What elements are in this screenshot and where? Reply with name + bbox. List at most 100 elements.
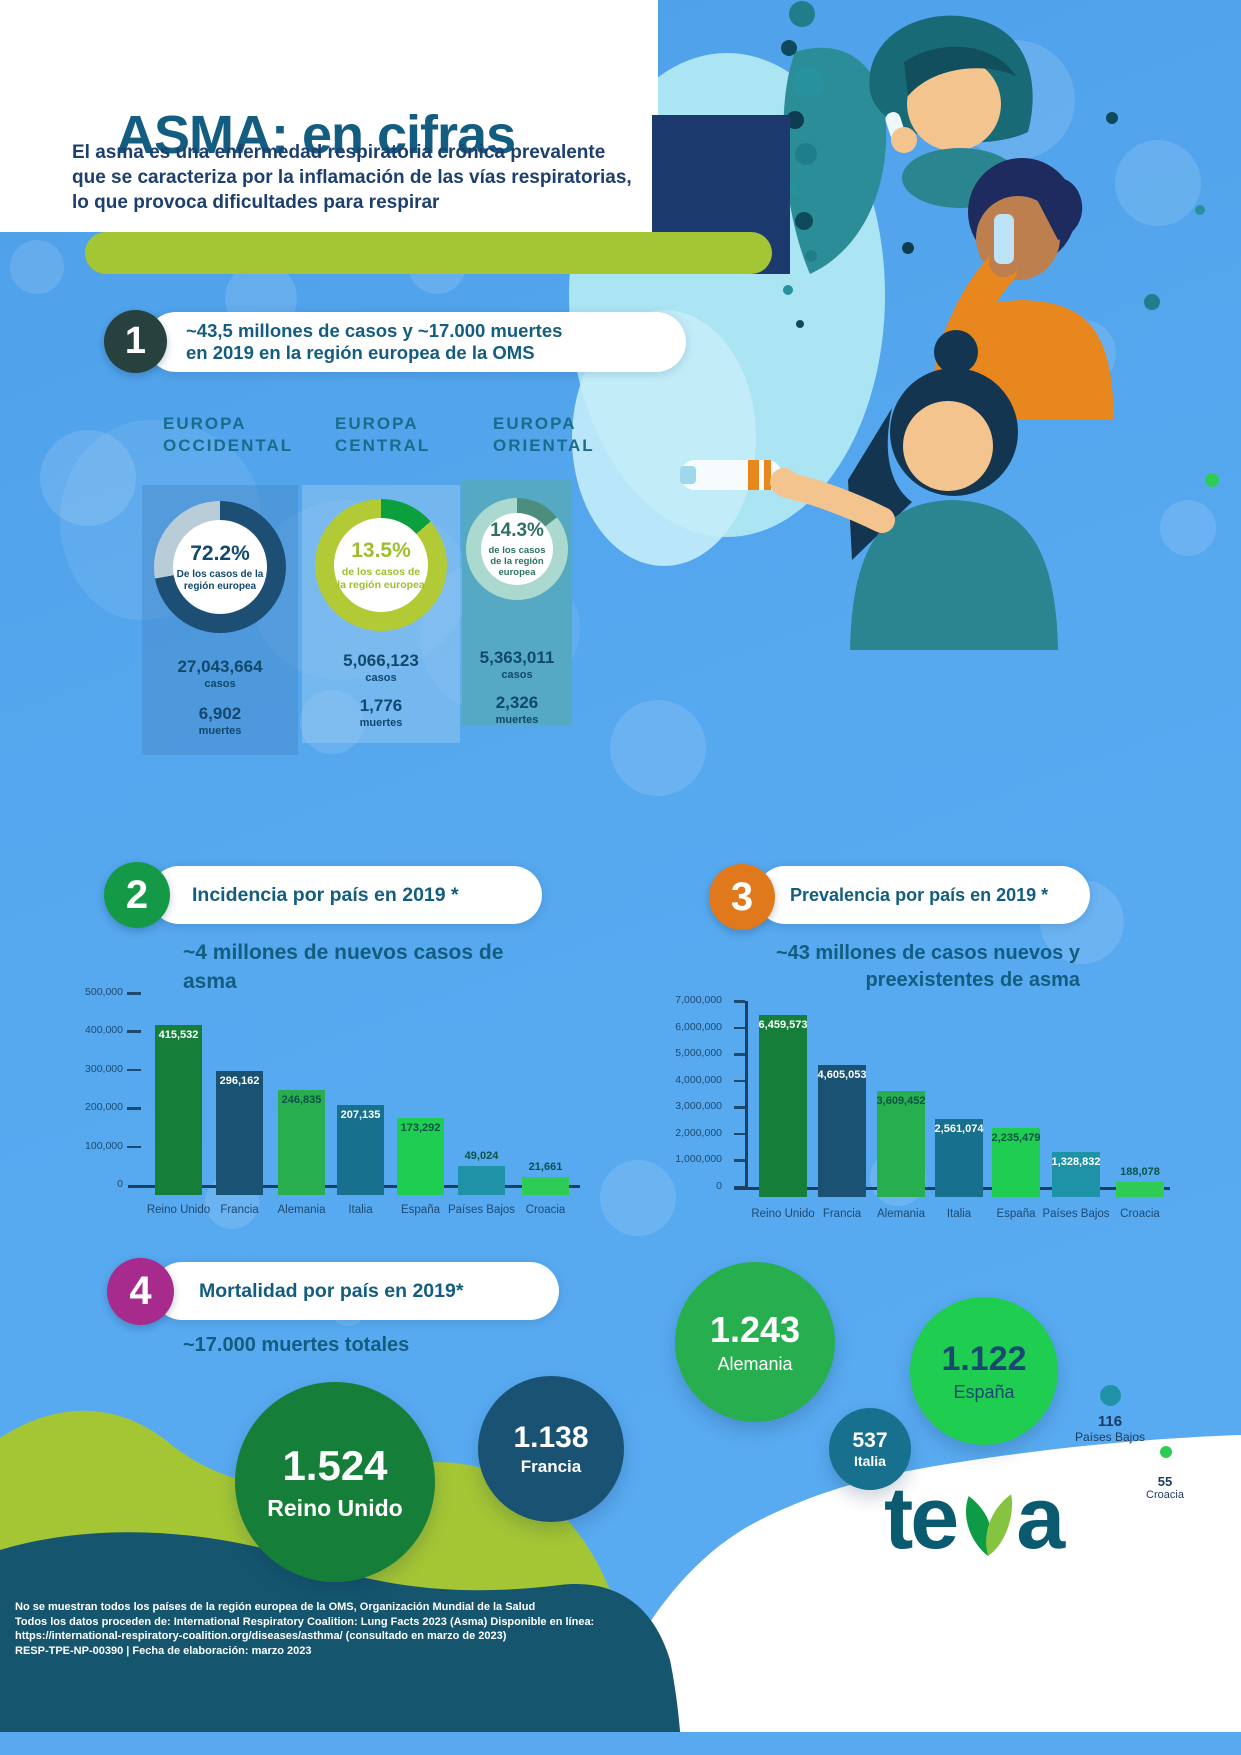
footer-waves xyxy=(0,1410,1241,1755)
deaths-stat: 6,902 muertes xyxy=(198,704,242,737)
y-axis-label: 5,000,000 xyxy=(675,1047,722,1060)
region-panel-central: 13.5% de los casos de la región europea … xyxy=(302,485,460,743)
mortality-bubble-espana: 1.122 España xyxy=(910,1297,1058,1445)
person-woman-bun xyxy=(680,330,1058,650)
bar-value-label: 296,162 xyxy=(219,1075,260,1088)
cases-stat: 27,043,664 casos xyxy=(177,657,263,690)
y-axis-label: 7,000,000 xyxy=(675,994,722,1006)
x-axis-label: Países Bajos xyxy=(447,1204,516,1216)
inhaler-icon xyxy=(680,460,782,490)
y-axis-label: 0 xyxy=(117,1178,123,1190)
y-axis-label: 2,000,000 xyxy=(675,1126,722,1139)
decorative-green-bar xyxy=(85,232,772,274)
white-wave xyxy=(590,1435,1241,1755)
footnote: No se muestran todos los países de la re… xyxy=(15,1601,595,1657)
bar-Países Bajos xyxy=(458,1166,505,1195)
y-axis-tick xyxy=(127,1030,141,1033)
bar-value-label: 3,609,452 xyxy=(876,1095,926,1108)
bar-value-label: 173,292 xyxy=(400,1122,441,1135)
x-axis-label: Países Bajos xyxy=(1042,1208,1110,1220)
y-axis-tick xyxy=(127,992,141,995)
person-woman-teal-hair xyxy=(869,15,1033,208)
prevalence-bar-chart: 7,000,000 6,000,000 5,000,000 4,000,000 3,00… xyxy=(640,994,1200,1245)
bar-Francia xyxy=(818,1064,866,1197)
x-axis-label: Alemania xyxy=(277,1204,326,1216)
bar-Reino Unido xyxy=(759,1015,807,1197)
mortality-caption-croacia: 55 Croacia xyxy=(1146,1474,1184,1501)
section-4-subtitle: ~17.000 muertes totales xyxy=(183,1334,410,1356)
section-2-number-badge: 2 xyxy=(104,862,170,928)
bar-España xyxy=(397,1118,444,1195)
bar-value-label: 188,078 xyxy=(1120,1166,1160,1178)
region-panel-oriental: 14.3% de los casos de la región europea … xyxy=(462,480,572,726)
cases-stat: 5,363,011 casos xyxy=(479,648,555,681)
bar-Croacia xyxy=(1116,1182,1164,1197)
bar-value-label: 21,661 xyxy=(528,1160,563,1173)
header-background xyxy=(0,0,658,232)
y-axis-tick xyxy=(734,1106,745,1109)
inhaler-icon xyxy=(994,214,1014,264)
teva-leaf-icon xyxy=(966,1494,1013,1556)
y-axis-line xyxy=(745,1001,748,1187)
page-title: ASMA: en cifras xyxy=(116,105,516,166)
bar-Alemania xyxy=(278,1090,325,1195)
y-axis-label: 500,000 xyxy=(85,986,123,998)
x-axis-label: Italia xyxy=(348,1204,373,1216)
mortality-bubble-reino-unido: 1.524 Reino Unido xyxy=(235,1382,435,1582)
donut-description: de los casos de la región europea xyxy=(488,545,546,578)
x-axis-label: Alemania xyxy=(877,1208,925,1220)
deaths-stat: 1,776 muertes xyxy=(359,696,403,729)
section-2-heading: Incidencia por país en 2019 * xyxy=(150,866,542,924)
x-axis-label: Reino Unido xyxy=(751,1208,815,1220)
x-axis-label: España xyxy=(996,1208,1036,1220)
section-4-heading: Mortalidad por país en 2019* xyxy=(153,1262,559,1320)
section-4-number-badge: 4 xyxy=(107,1258,174,1325)
y-axis-label: 400,000 xyxy=(85,1024,123,1037)
y-axis-label: 0 xyxy=(716,1180,722,1192)
donut-percentage: 13.5% xyxy=(351,538,411,562)
donut-percentage: 14.3% xyxy=(490,520,544,541)
bar-Alemania xyxy=(877,1091,925,1197)
mortality-dot-croacia xyxy=(1160,1446,1172,1458)
x-axis-label: Croacia xyxy=(1120,1208,1160,1220)
section-3-number-badge: 3 xyxy=(709,864,775,930)
y-axis-tick xyxy=(734,1000,745,1003)
y-axis-tick xyxy=(734,1026,745,1030)
incidence-bar-chart: 500,000 400,000 300,000 200,000 100,000 0 415,… xyxy=(80,980,590,1230)
y-axis-label: 4,000,000 xyxy=(675,1073,722,1086)
bar-Italia xyxy=(935,1118,983,1197)
y-axis-label: 100,000 xyxy=(85,1139,123,1152)
bar-value-label: 49,024 xyxy=(464,1150,499,1163)
bar-España xyxy=(992,1127,1040,1197)
bar-value-label: 2,561,074 xyxy=(934,1122,984,1135)
y-axis-label: 1,000,000 xyxy=(675,1153,722,1166)
bottom-blue-strip xyxy=(0,1732,1241,1755)
y-axis-tick xyxy=(734,1159,745,1162)
y-axis-tick xyxy=(127,1145,141,1149)
region-panel-occidental: 72.2% De los casos de la región europea … xyxy=(142,485,298,755)
y-axis-label: 6,000,000 xyxy=(675,1020,722,1033)
bar-value-label: 415,532 xyxy=(158,1029,199,1042)
donut-percentage: 72.2% xyxy=(190,541,250,565)
y-axis-tick xyxy=(127,1107,141,1110)
x-axis-label: Francia xyxy=(220,1204,259,1216)
bubble-chain-decoration xyxy=(781,1,1219,487)
y-axis-tick xyxy=(734,1079,745,1083)
donut-description: de los casos de la región europea xyxy=(337,565,425,591)
bar-value-label: 1,328,832 xyxy=(1051,1155,1101,1168)
bar-Italia xyxy=(337,1105,384,1195)
section-1-number-badge: 1 xyxy=(104,310,167,373)
bar-Francia xyxy=(216,1071,263,1195)
bar-Reino Unido xyxy=(155,1025,202,1195)
bar-value-label: 207,135 xyxy=(340,1109,381,1122)
page-subtitle: El asma es una enfermedad respiratoria c… xyxy=(72,142,632,213)
donut-chart-occidental: 72.2% De los casos de la región europea xyxy=(154,501,286,633)
section-3-heading: Prevalencia por país en 2019 * xyxy=(756,866,1090,924)
x-axis-label: España xyxy=(400,1204,440,1216)
region-header-central: EUROPA CENTRAL xyxy=(335,414,431,455)
region-header-occidental: EUROPA OCCIDENTAL xyxy=(163,414,294,455)
section-3-subtitle: ~43 millones de casos nuevos y preexiste… xyxy=(775,942,1080,991)
section-1-heading: ~43,5 millones de casos y ~17.000 muerte… xyxy=(146,312,686,372)
region-header-oriental: EUROPA ORIENTAL xyxy=(493,414,595,455)
